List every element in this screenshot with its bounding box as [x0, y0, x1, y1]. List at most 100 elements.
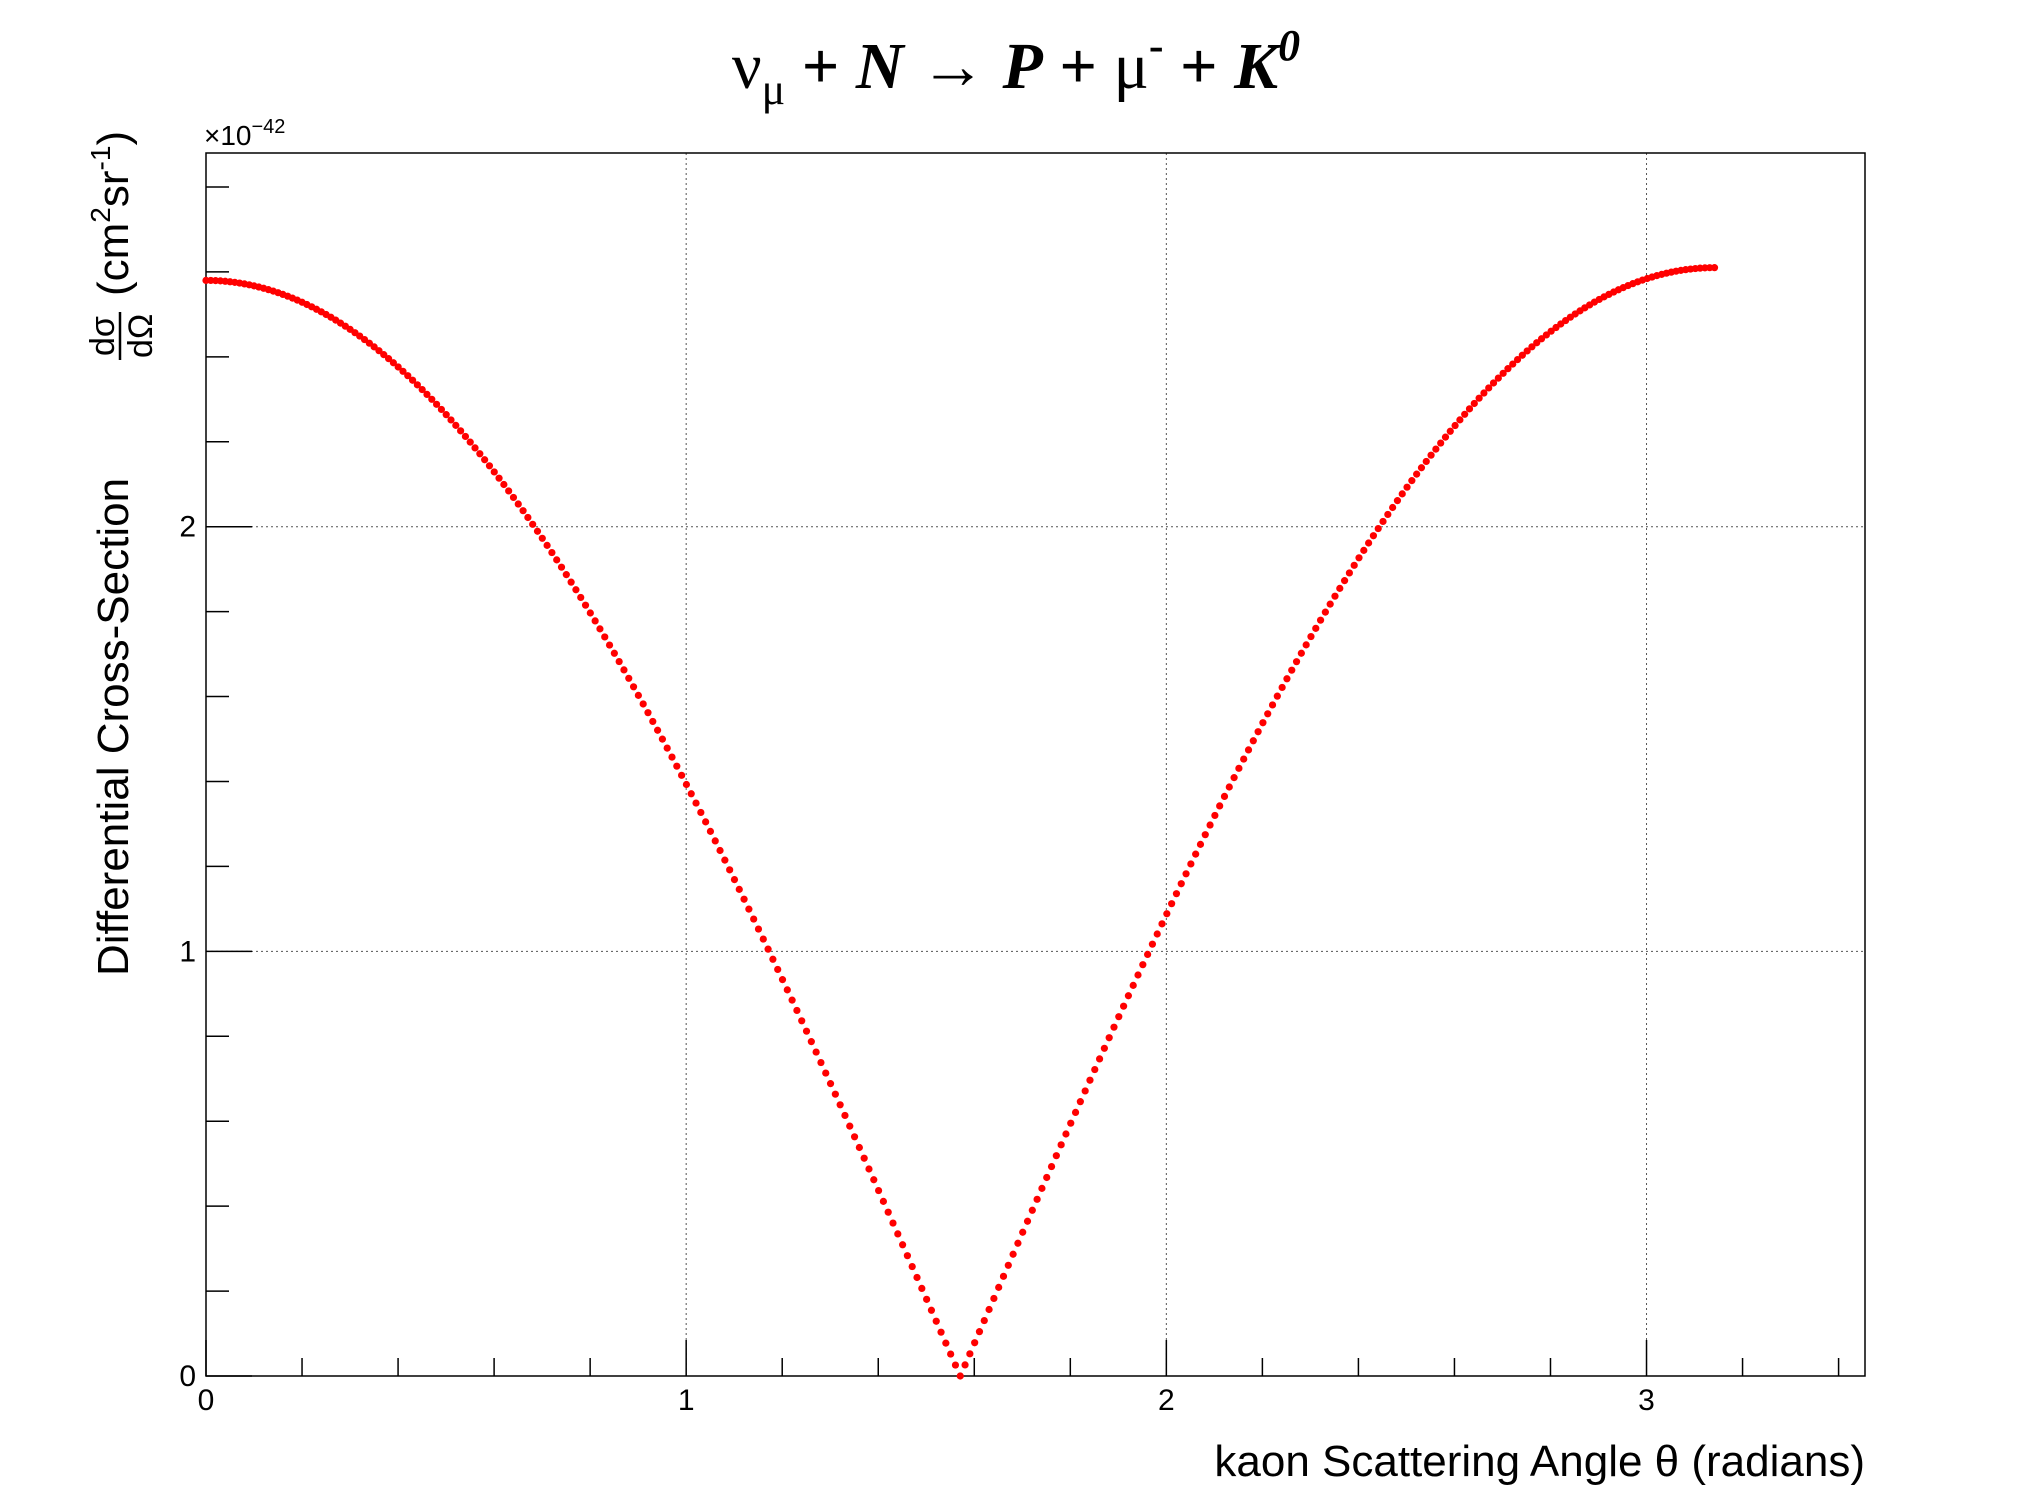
data-point — [678, 771, 686, 779]
data-point — [653, 726, 662, 734]
data-point — [634, 691, 642, 699]
data-point — [1379, 517, 1387, 526]
data-point — [1153, 930, 1161, 938]
title-nu-sub: μ — [762, 65, 786, 114]
data-point — [1216, 802, 1224, 810]
plot-frame — [205, 152, 1866, 1377]
y-axis-unit-open: (cm — [89, 223, 138, 296]
data-point — [529, 520, 537, 528]
data-point — [1528, 343, 1536, 351]
data-point — [927, 1306, 936, 1314]
data-point — [807, 1038, 815, 1046]
data-point — [1057, 1141, 1065, 1149]
data-point — [1513, 356, 1522, 364]
data-point — [1211, 811, 1219, 820]
data-point — [548, 548, 556, 557]
data-point — [533, 527, 542, 535]
tick-labels: 0 1 2 3 0 1 2 — [179, 511, 1655, 1417]
title-mu-sup: - — [1149, 21, 1164, 70]
data-point — [1023, 1217, 1032, 1225]
data-point — [817, 1058, 825, 1067]
data-point — [1537, 335, 1546, 343]
data-point — [716, 846, 724, 855]
data-point — [1504, 365, 1512, 373]
data-point — [1206, 821, 1214, 829]
data-point — [999, 1272, 1008, 1280]
data-point — [1518, 351, 1526, 359]
data-point — [1509, 360, 1517, 368]
data-point — [1398, 490, 1406, 498]
data-point — [966, 1350, 974, 1358]
data-point — [1389, 503, 1397, 512]
data-point — [567, 578, 575, 586]
title-n: N — [855, 30, 906, 103]
data-point — [879, 1197, 887, 1205]
data-point — [394, 363, 402, 371]
title-arrow: → — [920, 30, 986, 103]
title-nu: ν — [732, 30, 762, 103]
data-point — [1182, 870, 1190, 878]
data-point — [942, 1339, 950, 1347]
data-point — [649, 717, 657, 726]
data-point — [975, 1328, 984, 1336]
data-point — [735, 885, 743, 893]
data-point — [846, 1122, 854, 1130]
data-point — [913, 1273, 921, 1282]
data-point — [476, 450, 484, 458]
data-point — [629, 683, 638, 691]
data-point — [826, 1080, 835, 1088]
data-point — [783, 986, 791, 994]
title-k-sup: 0 — [1278, 21, 1300, 70]
data-point — [730, 875, 739, 884]
data-point — [1331, 592, 1339, 600]
data-point — [1254, 728, 1262, 736]
data-point — [711, 837, 719, 845]
data-point — [610, 649, 618, 657]
data-point — [1192, 850, 1200, 858]
data-point — [1499, 369, 1507, 377]
x-tick-label: 2 — [1158, 1384, 1175, 1417]
data-point — [1316, 616, 1325, 624]
data-point — [389, 359, 397, 367]
data-point — [995, 1283, 1003, 1291]
data-point — [841, 1111, 849, 1120]
data-point — [428, 395, 436, 403]
data-point — [1403, 483, 1411, 491]
data-point — [1475, 394, 1483, 402]
data-point — [1004, 1261, 1012, 1269]
data-point — [1292, 658, 1301, 666]
data-point — [1105, 1034, 1113, 1042]
data-point — [375, 347, 383, 355]
data-point — [951, 1361, 960, 1369]
data-point — [1187, 860, 1195, 868]
data-point — [442, 411, 450, 419]
data-point — [692, 799, 700, 807]
data-point — [495, 474, 503, 482]
data-point — [1148, 940, 1157, 948]
data-point — [1235, 764, 1243, 772]
data-point — [1369, 532, 1378, 540]
data-point — [802, 1027, 811, 1035]
data-point — [1480, 389, 1488, 397]
chart-title: νμ + N → P + μ- + K0 — [732, 21, 1300, 114]
data-point — [1158, 920, 1166, 928]
data-point — [1374, 524, 1382, 533]
data-point — [682, 780, 691, 789]
data-point — [1283, 675, 1291, 683]
data-point — [985, 1305, 993, 1314]
data-point — [822, 1069, 830, 1077]
data-point — [461, 432, 470, 441]
data-point — [1446, 427, 1454, 435]
data-point — [1081, 1087, 1089, 1095]
data-point — [1172, 890, 1181, 898]
data-point — [860, 1154, 868, 1162]
data-point — [1134, 971, 1142, 979]
data-point — [884, 1208, 892, 1216]
data-point — [1417, 464, 1426, 472]
y-tick-label: 0 — [179, 1360, 196, 1393]
data-point — [596, 625, 604, 633]
data-point — [1297, 649, 1305, 657]
data-point — [855, 1143, 863, 1152]
data-point — [1249, 737, 1257, 745]
data-point — [1091, 1065, 1099, 1074]
